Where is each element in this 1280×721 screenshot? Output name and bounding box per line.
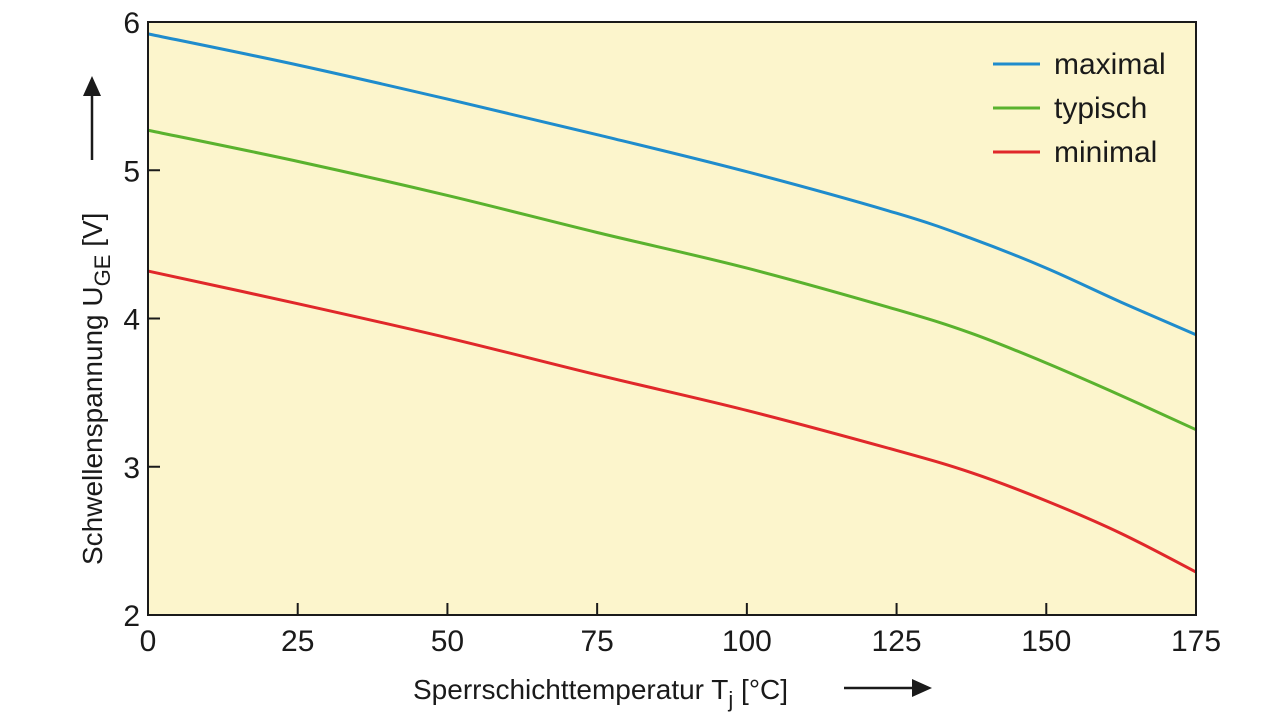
x-tick-label: 100 [722, 625, 772, 658]
x-axis-label-sub: j [727, 687, 733, 712]
y-tick-label: 2 [123, 600, 140, 633]
x-tick-label: 75 [580, 625, 613, 658]
y-axis-label-unit: [V] [77, 213, 108, 255]
legend-label-minimal: minimal [1054, 136, 1157, 169]
legend-label-typisch: typisch [1054, 92, 1147, 125]
series-line-minimal [147, 269, 1197, 574]
y-axis-label: Schwellenspannung UGE [V] [77, 213, 115, 565]
y-axis-arrow [83, 76, 101, 160]
x-axis-label-main: Sperrschichttemperatur T [413, 674, 728, 705]
x-tick-label: 25 [281, 625, 314, 658]
axes-layer: 0 25 50 75 100 125 150 175 2 3 4 5 6 [123, 7, 1221, 658]
legend-label-maximal: maximal [1054, 48, 1166, 81]
x-axis-label: Sperrschichttemperatur Tj [°C] [413, 674, 788, 712]
y-tick-label: 5 [123, 155, 140, 188]
x-axis-label-unit: [°C] [733, 674, 788, 705]
plot-area [148, 22, 1196, 615]
series-layer [147, 32, 1197, 574]
legend: maximal typisch minimal [993, 48, 1166, 169]
x-axis-arrow [844, 679, 932, 697]
x-tick-label: 50 [431, 625, 464, 658]
y-tick-label: 6 [123, 7, 140, 40]
y-tick-label: 4 [123, 304, 140, 337]
y-axis-label-sub: GE [90, 255, 115, 287]
x-tick-label: 0 [140, 625, 157, 658]
x-tick-label: 125 [872, 625, 922, 658]
y-tick-label: 3 [123, 452, 140, 485]
x-tick-label: 175 [1171, 625, 1221, 658]
series-line-maximal [147, 32, 1197, 337]
series-line-typisch [147, 128, 1197, 432]
y-axis-label-main: Schwellenspannung U [77, 286, 108, 565]
x-tick-label: 150 [1021, 625, 1071, 658]
